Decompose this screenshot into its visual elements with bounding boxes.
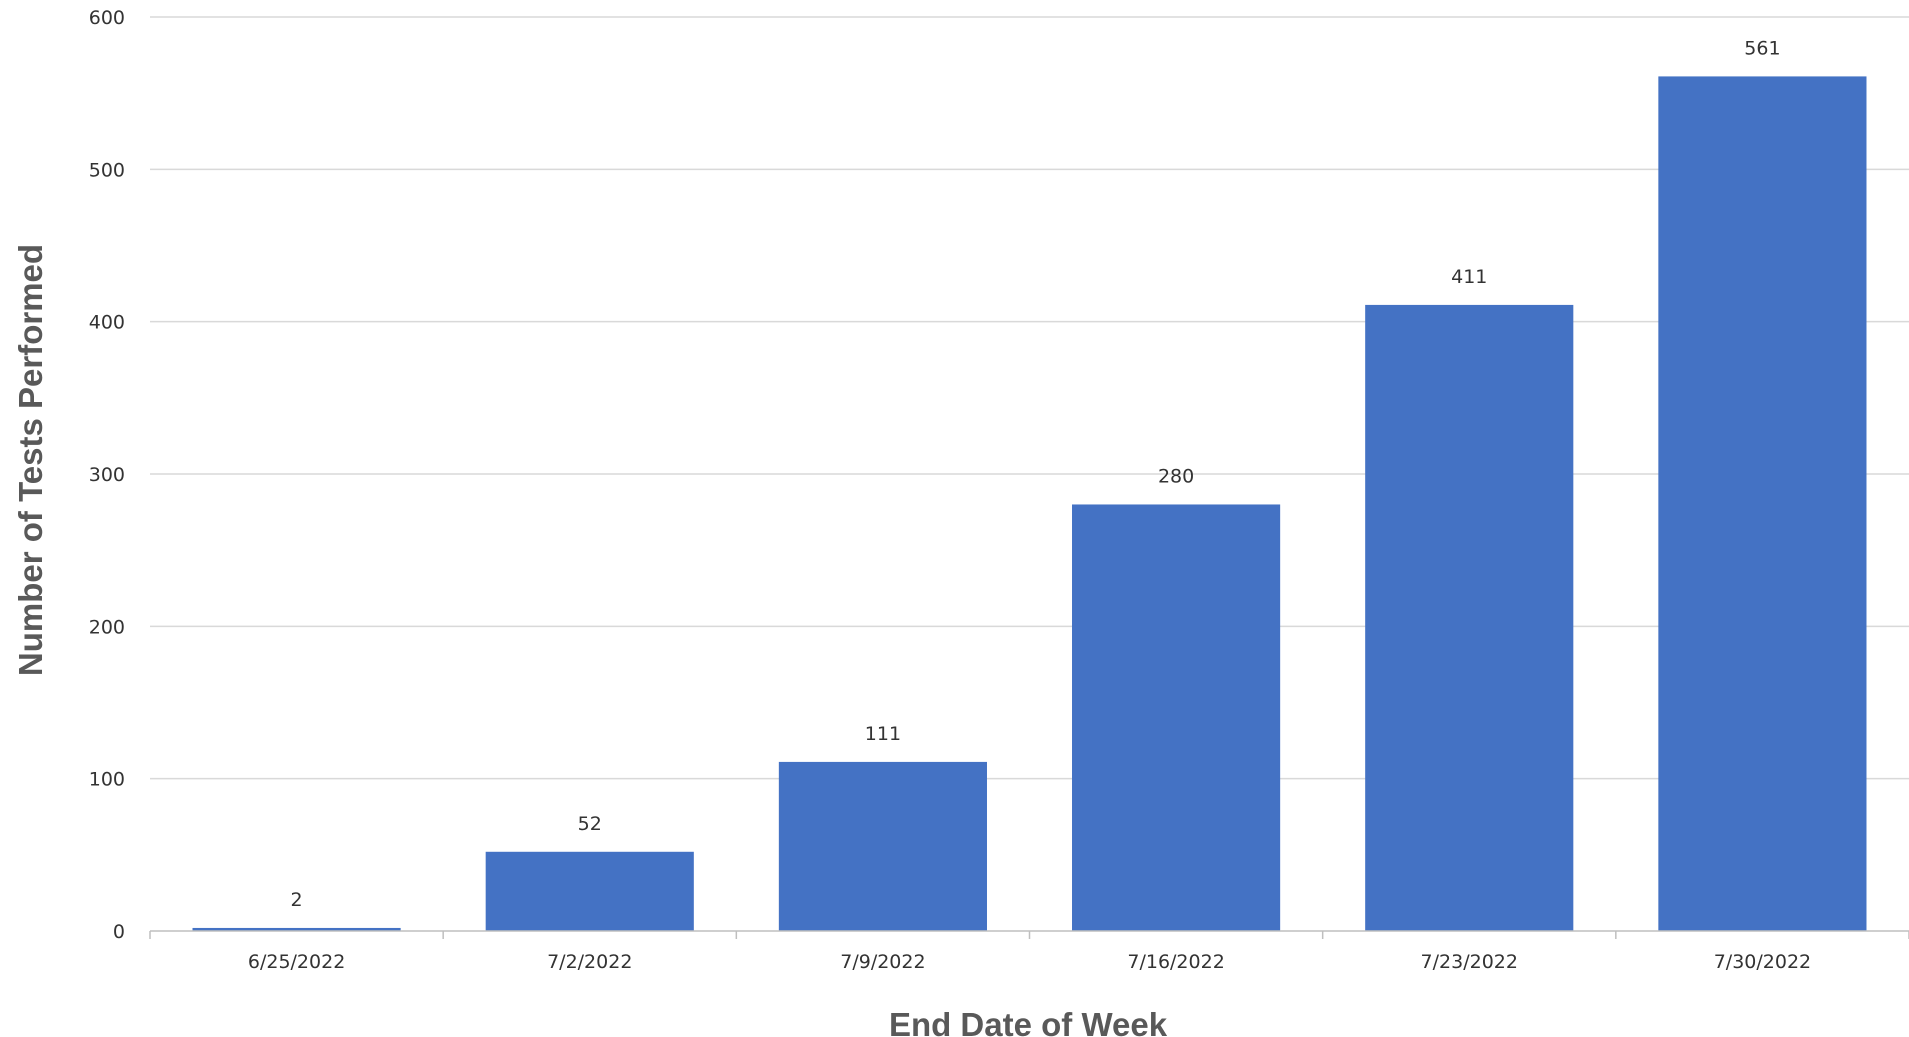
data-label: 111 bbox=[865, 723, 901, 745]
data-label: 52 bbox=[578, 813, 602, 835]
y-axis-ticks: 0 100 200 300 400 500 600 bbox=[89, 7, 125, 943]
y-axis-title: Number of Tests Performed bbox=[12, 244, 49, 676]
bar bbox=[192, 927, 401, 931]
bar bbox=[778, 761, 987, 931]
data-label: 411 bbox=[1451, 266, 1487, 288]
y-tick-label: 200 bbox=[89, 616, 125, 638]
x-axis: 6/25/2022 7/2/2022 7/9/2022 7/16/2022 7/23/2… bbox=[149, 930, 1909, 973]
data-label: 280 bbox=[1158, 465, 1194, 487]
y-tick-label: 500 bbox=[89, 159, 125, 181]
data-label: 2 bbox=[291, 889, 303, 911]
y-tick-label: 600 bbox=[89, 7, 125, 29]
data-label: 561 bbox=[1744, 37, 1780, 59]
y-tick-label: 300 bbox=[89, 464, 125, 486]
y-tick-label: 400 bbox=[89, 312, 125, 334]
x-tick-label: 7/9/2022 bbox=[840, 951, 925, 973]
bar bbox=[1658, 76, 1867, 931]
y-tick-label: 100 bbox=[89, 769, 125, 791]
data-labels: 2 52 111 280 411 561 bbox=[291, 37, 1781, 911]
x-tick-label: 7/2/2022 bbox=[547, 951, 632, 973]
x-tick-label: 7/23/2022 bbox=[1421, 951, 1518, 973]
gridlines bbox=[150, 16, 1909, 780]
y-tick-label: 0 bbox=[113, 921, 125, 943]
x-tick-label: 7/16/2022 bbox=[1127, 951, 1224, 973]
bar bbox=[1072, 504, 1281, 931]
x-tick-label: 7/30/2022 bbox=[1714, 951, 1811, 973]
bar bbox=[1365, 304, 1574, 931]
x-axis-title: End Date of Week bbox=[889, 1006, 1168, 1037]
x-tick-label: 6/25/2022 bbox=[248, 951, 345, 973]
bars bbox=[192, 76, 1867, 931]
bar bbox=[485, 851, 694, 931]
